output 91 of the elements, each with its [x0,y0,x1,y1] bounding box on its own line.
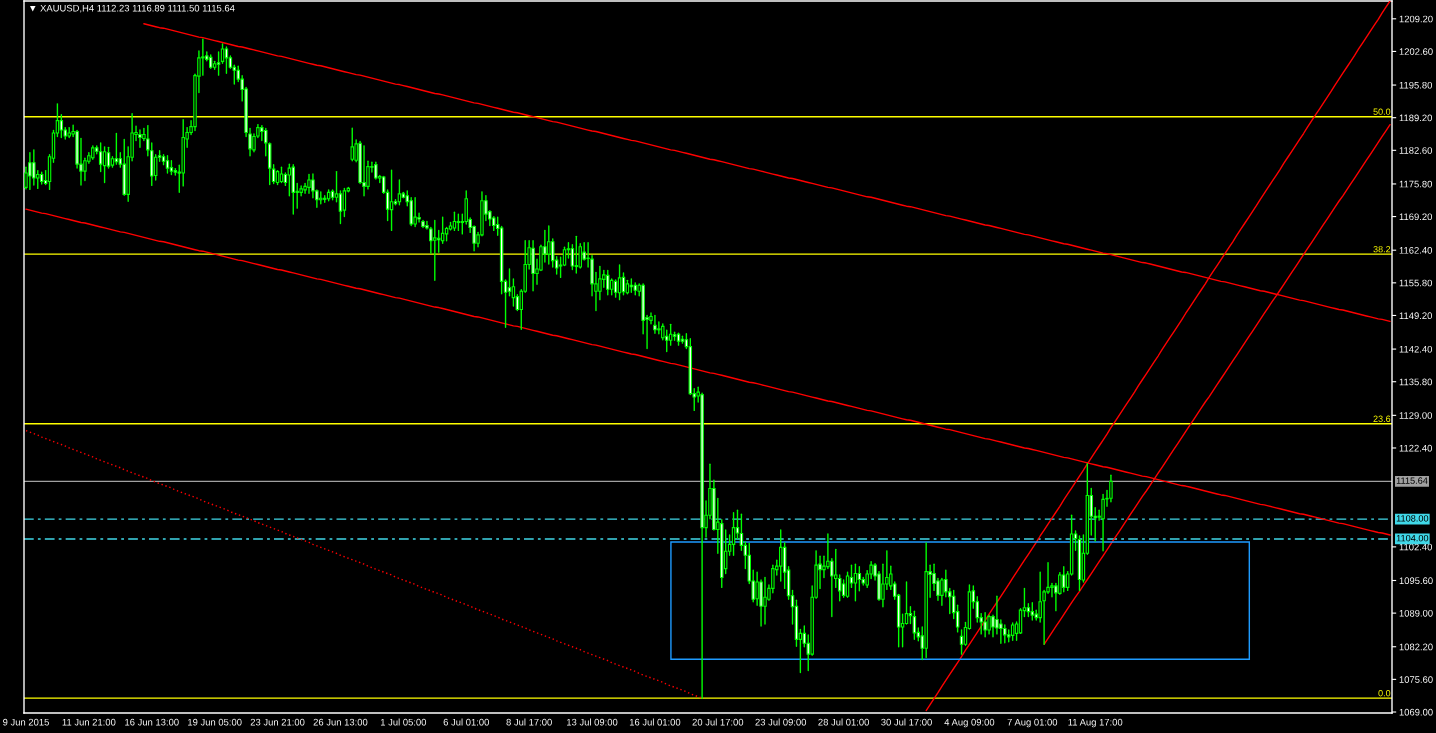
y-tick-label: 1182.60 [1399,147,1433,154]
annotation: 23.6 [1373,415,1391,422]
x-tick-label: 16 Jul 01:00 [629,718,681,726]
y-tick-label: 1142.40 [1399,345,1433,353]
x-tick-label: 6 Jul 01:00 [443,718,489,726]
y-tick-label: 1162.40 [1399,247,1433,254]
annotation: 38.2 [1373,245,1391,253]
candlestick [220,43,225,64]
candlestick [574,235,579,274]
candlestick [350,127,354,162]
x-tick-label: 30 Jul 17:00 [881,718,932,726]
y-tick-label: 1195.80 [1399,81,1433,89]
x-tick-label: 1 Jul 05:00 [380,718,427,726]
x-tick-label: 9 Jun 2015 [3,718,49,726]
candlestick [114,132,119,165]
candlestick [106,146,111,169]
annotation: 50.0 [1373,108,1391,115]
y-tick-label: 1155.80 [1399,279,1433,287]
candlestick [837,574,842,602]
y-tick-label: 1189.20 [1399,114,1433,122]
x-tick-label: 8 Jul 17:00 [506,718,552,726]
candlestick [153,154,158,181]
candlestick [657,321,661,335]
candlestick [959,629,964,655]
y-tick-label: 1129.00 [1399,412,1433,419]
y-tick-label: 1075.60 [1399,676,1433,683]
x-tick-label: 13 Jul 09:00 [567,718,618,726]
candlestick [452,211,457,232]
candlestick [417,212,421,223]
candlestick [668,323,673,346]
y-tick-label: 1149.20 [1399,312,1433,319]
candlestick [224,46,229,74]
candlestick [287,163,292,197]
annotation: 0.0 [1378,689,1391,697]
y-tick-label: 1102.40 [1399,543,1433,551]
candlestick [436,229,441,253]
x-tick-label: 28 Jul 01:00 [818,718,869,726]
chart-title: ▼ XAUUSD,H4 1112.23 1116.89 1111.50 1115.64 [30,4,235,13]
candlestick [413,197,417,228]
candlestick [32,149,36,186]
candlestick [389,169,394,232]
y-tick-label: 1089.00 [1399,609,1433,617]
candlestick [999,619,1003,644]
candlestick [138,129,142,149]
y-tick-label: 1135.80 [1399,378,1433,386]
candlestick [606,269,610,296]
candlestick [28,152,32,191]
candlestick [338,190,343,225]
candlestick [664,329,669,353]
y-tick-label: 1082.20 [1399,643,1433,651]
x-tick-label: 11 Jun 21:00 [62,718,116,726]
y-tick-label: 1169.20 [1399,213,1433,221]
candlestick [562,246,567,267]
x-tick-label: 20 Jul 17:00 [692,718,744,726]
candlestick [397,179,402,206]
candlestick [433,219,437,282]
x-tick-label: 23 Jun 21:00 [250,718,305,726]
candlestick [983,611,987,638]
x-tick-label: 4 Aug 09:00 [944,718,995,728]
candlestick [755,571,759,606]
candlestick [653,314,657,334]
candlestick [1101,493,1105,552]
candlestick [511,278,516,307]
x-tick-label: 11 Aug 17:00 [1068,718,1123,728]
line-series [25,429,703,699]
y-tick-label: 1175.80 [1399,180,1433,188]
candlestick [1062,565,1066,593]
x-tick-label: 19 Jun 05:00 [188,718,242,726]
y-tick-label: 1122.40 [1399,444,1433,452]
candlestick [362,145,366,197]
candlestick [987,614,991,635]
x-tick-label: 7 Aug 01:00 [1007,718,1058,728]
candlestick [507,268,512,297]
candlestick [547,225,551,265]
ref-line-label: 1115.64 [1396,477,1428,484]
ref-line-label: 1108.00 [1396,515,1429,522]
candlestick [570,244,575,271]
y-tick-label: 1095.60 [1399,577,1433,584]
x-tick-label: 23 Jul 09:00 [755,718,807,726]
candlestick [763,576,767,625]
x-tick-label: 16 Jun 13:00 [125,718,179,726]
y-tick-label: 1202.60 [1399,48,1433,55]
candlestick [853,563,858,602]
candlestick [1109,474,1113,503]
y-tick-label: 1209.20 [1399,15,1433,23]
candlestick [845,571,850,598]
candlestick [307,173,311,195]
x-tick-label: 26 Jun 13:00 [313,718,368,726]
candlestick [216,51,221,76]
ref-line-label: 1104.00 [1396,534,1429,542]
y-tick-label: 1069.00 [1399,708,1433,716]
